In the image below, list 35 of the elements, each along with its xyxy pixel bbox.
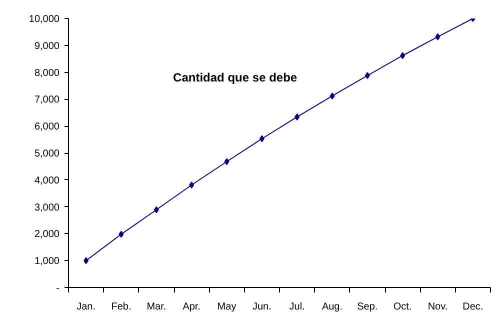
x-tick-label: Feb. bbox=[111, 302, 132, 312]
point bbox=[364, 72, 370, 80]
point bbox=[224, 158, 230, 166]
x-tick-label: Apr. bbox=[182, 302, 200, 312]
point bbox=[435, 33, 440, 40]
point bbox=[330, 92, 335, 100]
point bbox=[84, 257, 89, 264]
point bbox=[154, 206, 159, 214]
x-tick-label: Jun. bbox=[252, 302, 272, 312]
x-tick-label: May bbox=[217, 302, 236, 312]
x-tick-label: Jul. bbox=[289, 302, 305, 312]
x-tick-label: Jan. bbox=[76, 302, 96, 312]
x-tick-label: Mar. bbox=[146, 302, 166, 312]
x-tick-label: Nov. bbox=[428, 302, 448, 312]
point bbox=[400, 52, 406, 60]
text: Cantidad que se debe bbox=[173, 70, 298, 85]
point bbox=[189, 182, 194, 189]
y-tick-label: 2,000 bbox=[34, 229, 60, 240]
y-tick-label: 5,000 bbox=[34, 148, 60, 160]
x-tick-label: Dec. bbox=[462, 302, 484, 312]
y-tick-label: 3,000 bbox=[34, 202, 60, 214]
y-tick-label: 8,000 bbox=[34, 68, 60, 79]
x-tick-label: Sep. bbox=[357, 302, 378, 312]
x-tick-label: Oct. bbox=[393, 302, 412, 312]
point bbox=[118, 230, 124, 238]
point bbox=[259, 135, 264, 142]
y-tick-label: 9,000 bbox=[34, 40, 60, 52]
point bbox=[294, 113, 300, 120]
y-tick-label: 7,000 bbox=[34, 94, 60, 106]
y-tick-label: 10,000 bbox=[28, 14, 60, 25]
y-tick-label: 4,000 bbox=[34, 175, 60, 186]
y-tick-label: 1,000 bbox=[34, 256, 60, 268]
x-tick-label: Aug. bbox=[322, 302, 343, 312]
y-tick-label: 6,000 bbox=[34, 122, 60, 133]
y-tick-label: - bbox=[56, 283, 60, 294]
